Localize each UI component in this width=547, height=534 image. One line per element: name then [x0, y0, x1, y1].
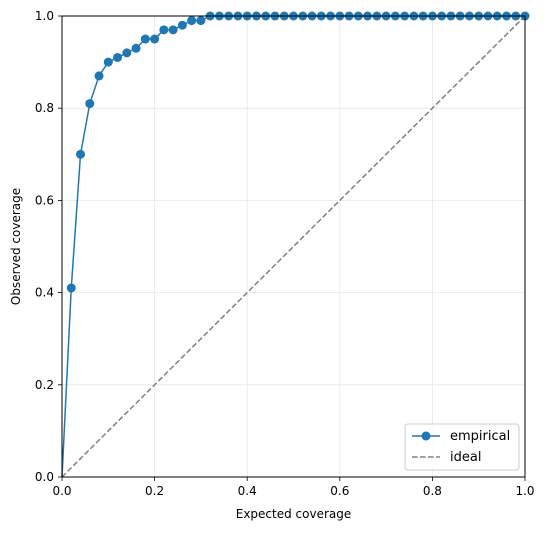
- empirical-point: [122, 48, 132, 58]
- x-tick-label: 0.8: [423, 484, 442, 498]
- empirical-point: [113, 52, 123, 62]
- y-tick-label: 0.4: [35, 286, 54, 300]
- empirical-point: [66, 283, 76, 293]
- x-tick-label: 0.2: [145, 484, 164, 498]
- plot-frame: [61, 15, 526, 478]
- y-tick-label: 0.6: [35, 193, 54, 207]
- legend-ideal-label: ideal: [450, 450, 481, 465]
- empirical-point: [159, 25, 169, 35]
- empirical-point: [94, 71, 104, 81]
- empirical-point: [131, 43, 141, 53]
- y-axis-label: Observed coverage: [9, 188, 23, 305]
- x-tick-label: 0.4: [238, 484, 257, 498]
- x-tick-label: 1.0: [515, 484, 534, 498]
- series-layer: [61, 11, 530, 478]
- y-tick-label: 0.2: [35, 378, 54, 392]
- empirical-point: [85, 99, 95, 109]
- x-tick-label: 0.6: [330, 484, 349, 498]
- empirical-point: [76, 149, 86, 159]
- ticks: 0.0 0.2 0.4 0.6 0.8 1.0 0.0 0.2 0.4 0.6 0.8 1.0: [35, 9, 535, 498]
- empirical-point: [177, 20, 187, 30]
- x-axis-label: Expected coverage: [236, 507, 352, 521]
- empirical-point: [196, 16, 206, 26]
- ideal-line: [61, 15, 526, 478]
- empirical-point: [103, 57, 113, 67]
- x-tick-label: 0.0: [52, 484, 71, 498]
- y-tick-label: 0.0: [35, 470, 54, 484]
- legend-empirical-label: empirical: [450, 429, 510, 444]
- legend: empirical ideal: [404, 423, 520, 471]
- y-tick-label: 0.8: [35, 101, 54, 115]
- y-tick-label: 1.0: [35, 9, 54, 23]
- legend-empirical-marker: [421, 431, 431, 441]
- empirical-point: [150, 34, 160, 44]
- empirical-point: [168, 25, 178, 35]
- empirical-point: [187, 16, 197, 26]
- empirical-point: [140, 34, 150, 44]
